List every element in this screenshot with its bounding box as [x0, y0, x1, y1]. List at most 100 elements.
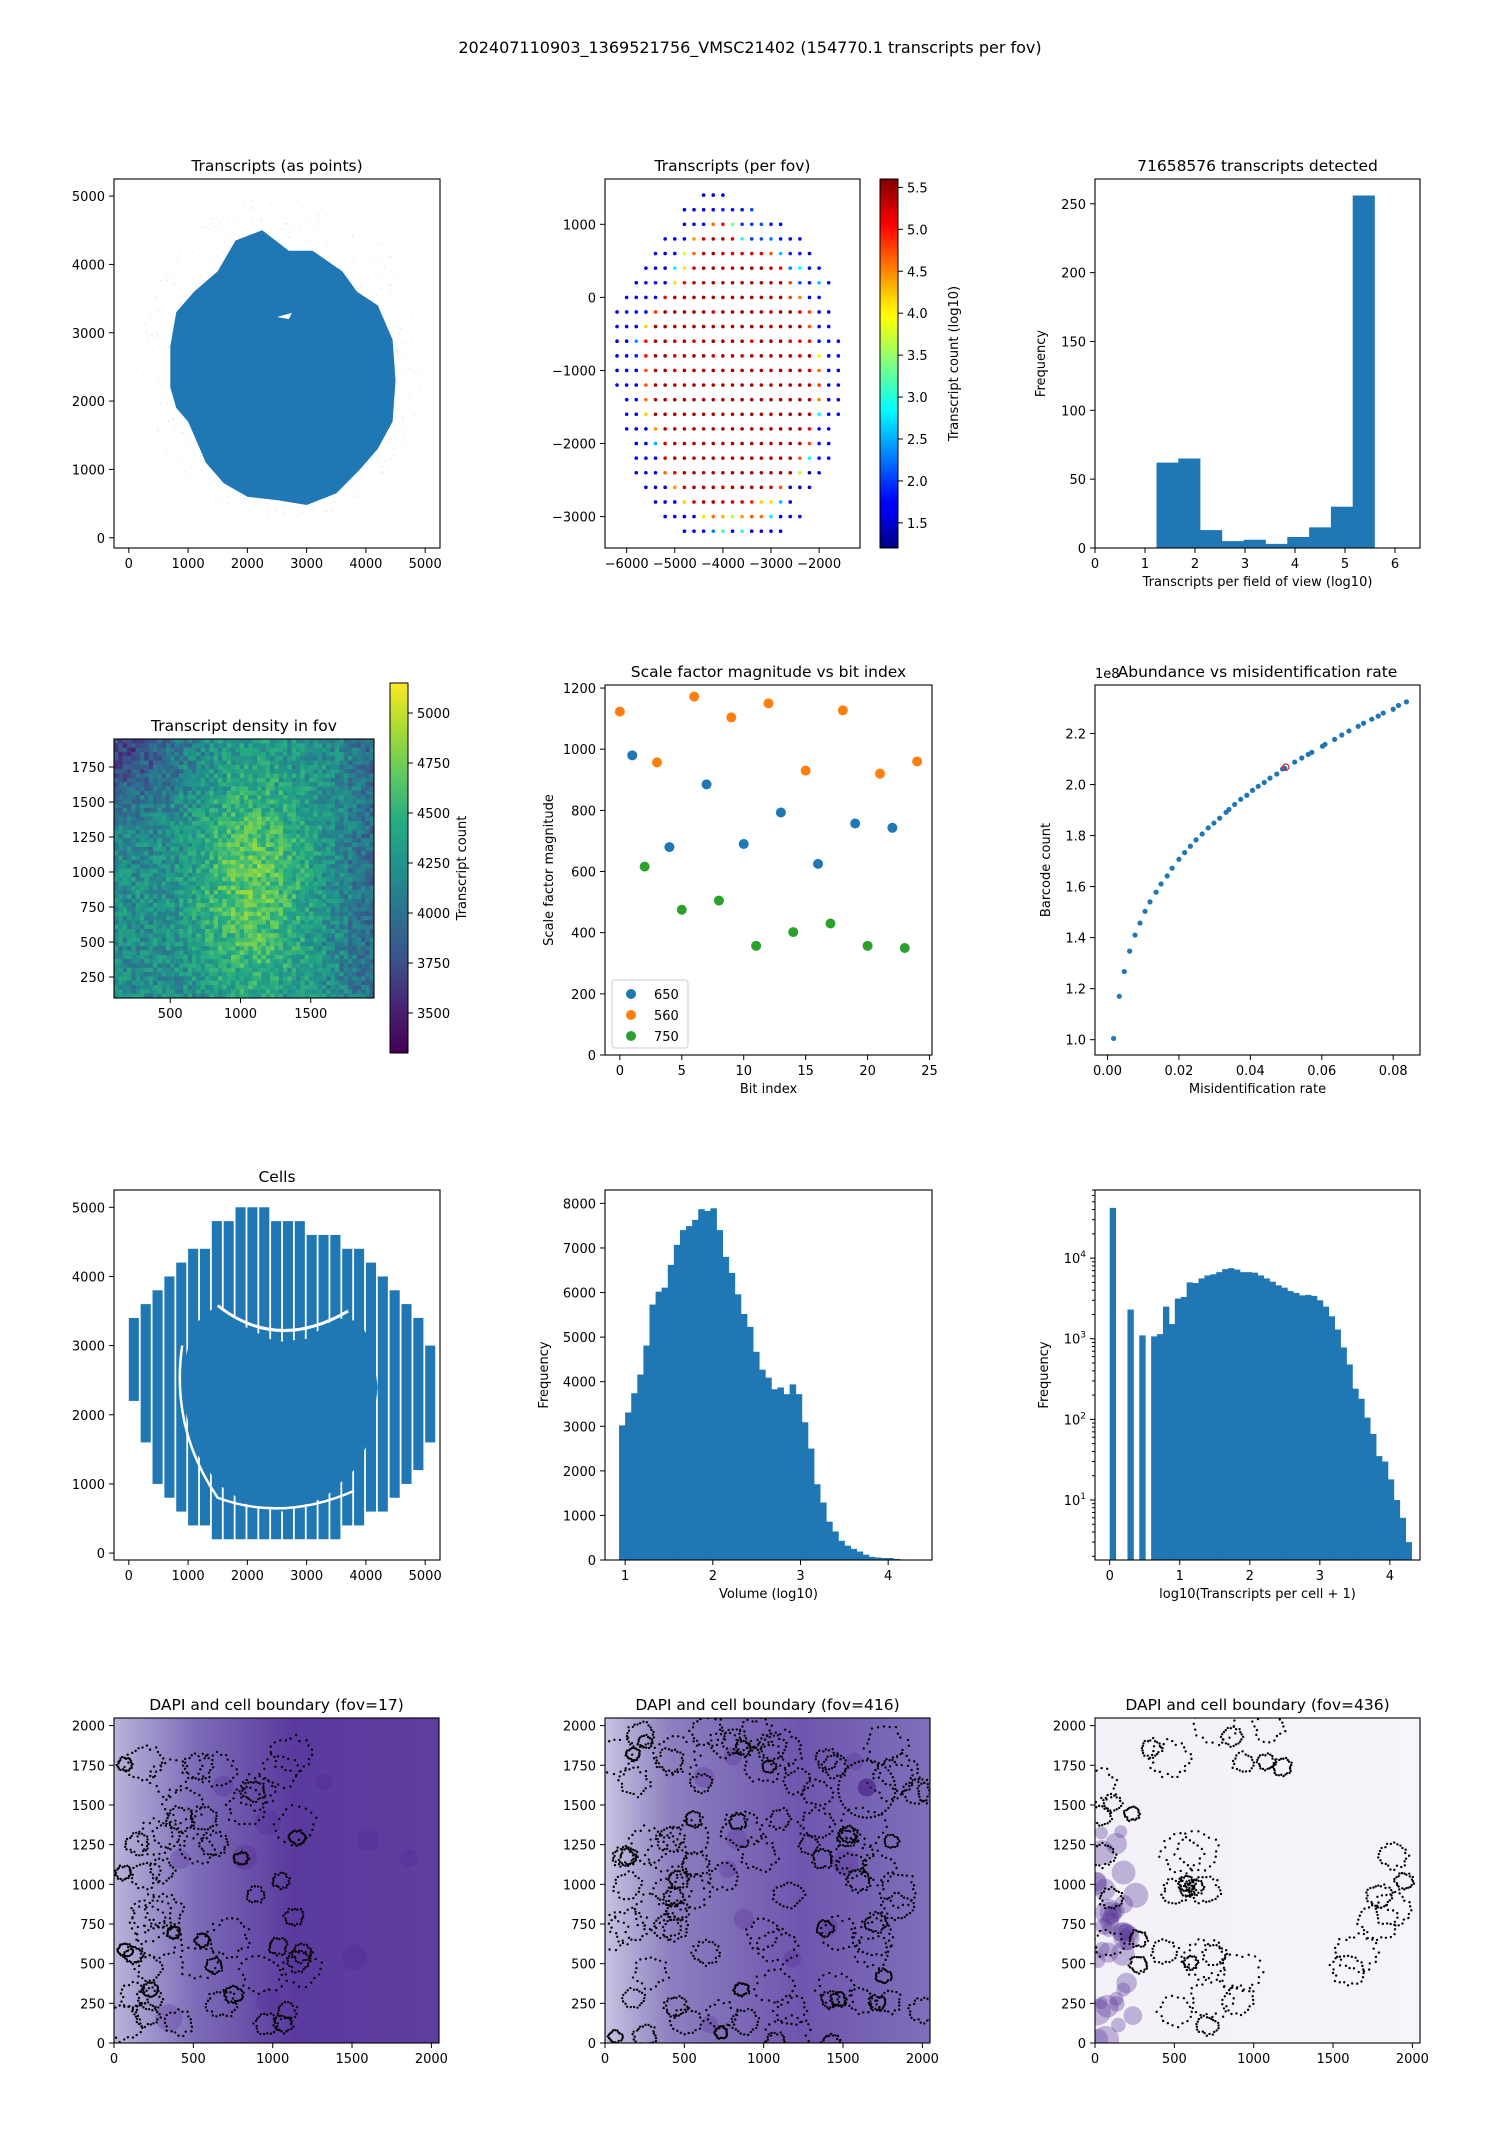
density-cell: [326, 747, 332, 753]
per-fov-fov-point: [807, 383, 812, 387]
density-cell: [187, 946, 193, 952]
density-cell: [244, 920, 249, 926]
density-cell: [239, 972, 245, 977]
density-cell: [313, 911, 319, 917]
density-cell: [179, 769, 184, 775]
density-cell: [166, 803, 171, 809]
density-cell: [183, 980, 189, 986]
density-cell: [140, 907, 145, 913]
density-cell: [248, 838, 254, 844]
density-cell: [278, 816, 284, 822]
density-cell: [304, 950, 310, 956]
density-cell: [300, 877, 306, 882]
density-cell: [196, 782, 202, 787]
density-cell: [274, 739, 280, 744]
density-cell: [205, 855, 210, 861]
density-cell: [248, 782, 254, 787]
density-cell: [161, 967, 167, 973]
density-cell: [296, 786, 301, 792]
density-cell: [140, 808, 145, 813]
density-cell: [352, 825, 358, 831]
per-fov-fov-point: [769, 251, 773, 256]
per-fov-fov-point: [788, 310, 793, 314]
density-cell: [226, 833, 232, 839]
density-cell: [322, 760, 327, 766]
density-cell: [335, 764, 340, 770]
density-cell: [239, 816, 245, 822]
density-cell: [313, 812, 319, 818]
density-cell: [335, 959, 340, 964]
density-cell: [148, 928, 154, 934]
density-cell: [252, 838, 258, 844]
density-cell: [248, 898, 254, 904]
per-fov-fov-point: [692, 266, 696, 270]
density-cell: [161, 890, 167, 895]
density-cell: [148, 769, 154, 775]
density-cell: [140, 963, 145, 969]
density-cell: [330, 795, 336, 800]
density-cell: [348, 782, 353, 787]
density-cell: [140, 894, 145, 900]
density-cell: [235, 751, 241, 757]
transcripts-points-faint-point: [383, 266, 386, 269]
density-cell: [218, 959, 223, 964]
density-cell: [209, 989, 215, 995]
density-cell: [270, 747, 275, 753]
density-cell: [226, 760, 232, 766]
density-cell: [114, 829, 119, 835]
density-cell: [179, 967, 184, 973]
density-cell: [322, 864, 327, 869]
density-cell: [183, 967, 189, 973]
transcripts-points-faint-point: [394, 400, 397, 403]
density-cell: [144, 764, 150, 770]
per-fov-fov-point: [653, 485, 658, 490]
density-cell: [183, 747, 189, 753]
density-cell: [213, 833, 219, 839]
density-cell: [335, 838, 340, 844]
density-cell: [187, 764, 193, 770]
per-fov-fov-point: [730, 339, 735, 344]
density-cell: [140, 773, 145, 779]
density-cell: [257, 825, 262, 831]
density-cell: [226, 782, 232, 787]
density-cell: [226, 937, 232, 943]
density-cell: [309, 989, 314, 995]
density-cell: [222, 924, 228, 930]
density-cell: [287, 868, 293, 874]
density-cell: [304, 989, 310, 995]
per-fov-colorbar-tick-label: 2.5: [907, 433, 928, 448]
density-cell: [179, 881, 184, 887]
density-cell: [122, 868, 128, 874]
density-cell: [144, 954, 150, 960]
density-cell: [322, 890, 327, 895]
density-cell: [148, 980, 154, 986]
density-cell: [352, 881, 358, 887]
density-cell: [239, 795, 245, 800]
per-fov-fov-point: [692, 500, 696, 504]
density-cell: [213, 756, 219, 762]
density-cell: [157, 894, 163, 900]
density-cell: [153, 907, 158, 913]
density-cell: [196, 881, 202, 887]
transcripts-hist-bar: [1352, 195, 1375, 548]
density-cell: [252, 790, 258, 796]
per-fov-fov-point: [644, 339, 648, 344]
density-cell: [148, 816, 154, 822]
transcripts-points-faint-point: [176, 308, 178, 310]
transcripts-points-faint-point: [260, 219, 262, 221]
density-cell: [218, 985, 223, 990]
density-cell: [278, 941, 284, 947]
density-cell: [261, 825, 267, 831]
per-fov-fov-point: [778, 222, 783, 227]
density-cell: [170, 743, 176, 749]
density-cell: [118, 903, 124, 908]
per-fov-fov-point: [634, 280, 639, 285]
density-cell: [339, 954, 345, 960]
transcripts-points-ytick-label: 5000: [72, 190, 105, 205]
density-cell: [304, 842, 310, 848]
density-cell: [322, 773, 327, 779]
density-cell: [309, 777, 314, 783]
density-cell: [192, 890, 197, 895]
density-cell: [213, 782, 219, 787]
density-cell: [261, 907, 267, 913]
